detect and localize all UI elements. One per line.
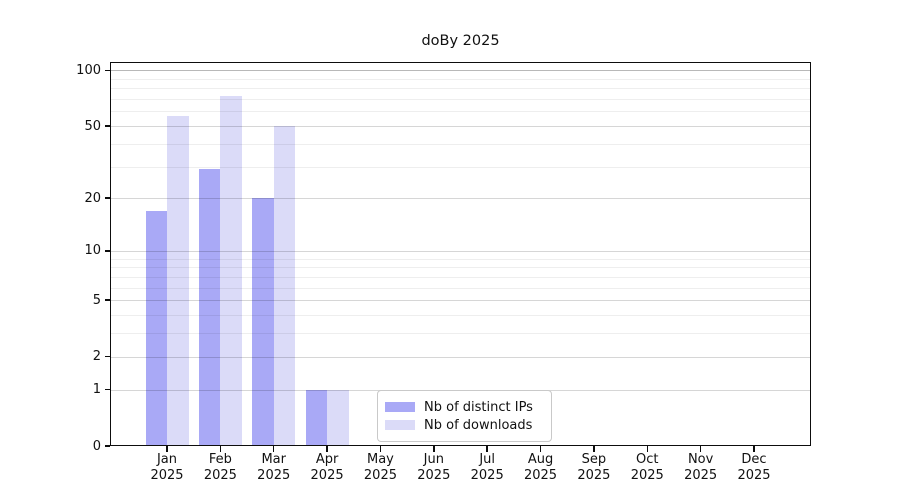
legend: Nb of distinct IPs Nb of downloads bbox=[377, 390, 552, 442]
x-tickmark-jan bbox=[166, 446, 168, 452]
x-tick-label-jan: Jan 2025 bbox=[150, 452, 184, 483]
x-tick-label-may: May 2025 bbox=[363, 452, 397, 483]
y-tick-label-2: 2 bbox=[92, 349, 101, 365]
x-tick-label-sep: Sep 2025 bbox=[577, 452, 611, 483]
legend-item-distinct-ips: Nb of distinct IPs bbox=[385, 400, 543, 415]
y-tickmark-2 bbox=[104, 355, 110, 358]
bar-distinct-ips-mar bbox=[252, 198, 274, 446]
x-tickmark-jul bbox=[486, 446, 488, 452]
y-tickmark-50 bbox=[104, 125, 110, 127]
gridline-major-100 bbox=[110, 70, 811, 72]
legend-label-downloads: Nb of downloads bbox=[424, 417, 533, 433]
y-tickmark-20 bbox=[104, 197, 110, 199]
chart-title: doBy 2025 bbox=[421, 33, 500, 49]
y-tickmark-0 bbox=[104, 445, 110, 447]
x-tickmark-feb bbox=[219, 446, 222, 452]
x-tickmark-sep bbox=[593, 446, 595, 452]
y-tickmark-10 bbox=[104, 250, 110, 252]
x-tick-label-jul: Jul 2025 bbox=[470, 452, 504, 483]
gridline-minor-70 bbox=[110, 99, 811, 101]
bar-distinct-ips-apr bbox=[305, 389, 328, 446]
y-tickmark-100 bbox=[104, 69, 110, 72]
legend-swatch-distinct-ips bbox=[385, 402, 415, 412]
x-tick-label-nov: Nov 2025 bbox=[684, 452, 718, 483]
legend-item-downloads: Nb of downloads bbox=[385, 418, 543, 433]
gridline-minor-80 bbox=[110, 88, 811, 90]
y-tick-label-1: 1 bbox=[92, 382, 101, 398]
x-tickmark-nov bbox=[699, 446, 702, 452]
x-tick-label-oct: Oct 2025 bbox=[630, 452, 664, 483]
bar-downloads-feb bbox=[220, 95, 242, 446]
y-tickmark-1 bbox=[104, 388, 110, 391]
x-tickmark-aug bbox=[539, 446, 542, 452]
y-tickmark-5 bbox=[104, 299, 110, 301]
gridline-minor-90 bbox=[110, 78, 811, 80]
bar-downloads-mar bbox=[273, 126, 296, 446]
gridline-minor-30 bbox=[110, 166, 811, 168]
y-tick-label-20: 20 bbox=[84, 190, 101, 206]
x-tickmark-dec bbox=[753, 446, 755, 452]
y-tick-label-10: 10 bbox=[84, 243, 101, 259]
x-tick-label-aug: Aug 2025 bbox=[523, 452, 558, 483]
bar-downloads-apr bbox=[327, 389, 349, 446]
x-tickmark-jun bbox=[433, 446, 435, 452]
gridline-minor-40 bbox=[110, 143, 811, 145]
x-tick-label-feb: Feb 2025 bbox=[203, 452, 237, 483]
x-tickmark-oct bbox=[646, 446, 649, 452]
gridline-major-50 bbox=[110, 126, 811, 128]
x-tickmark-mar bbox=[272, 446, 275, 452]
bar-downloads-jan bbox=[167, 115, 189, 446]
bar-distinct-ips-feb bbox=[198, 169, 221, 446]
x-tick-label-jun: Jun 2025 bbox=[417, 452, 451, 483]
bar-distinct-ips-jan bbox=[145, 210, 167, 446]
legend-label-distinct-ips: Nb of distinct IPs bbox=[424, 399, 533, 415]
x-tick-label-apr: Apr 2025 bbox=[310, 452, 344, 483]
y-tick-label-100: 100 bbox=[76, 62, 101, 78]
y-tick-label-0: 0 bbox=[92, 438, 101, 454]
x-tick-label-dec: Dec 2025 bbox=[737, 452, 771, 483]
x-tickmark-may bbox=[379, 446, 382, 452]
y-tick-label-50: 50 bbox=[84, 118, 101, 134]
x-tick-label-mar: Mar 2025 bbox=[257, 452, 291, 483]
y-tick-label-5: 5 bbox=[92, 292, 101, 308]
legend-swatch-downloads bbox=[385, 420, 415, 430]
x-tickmark-apr bbox=[326, 446, 328, 452]
gridline-minor-60 bbox=[110, 111, 811, 113]
